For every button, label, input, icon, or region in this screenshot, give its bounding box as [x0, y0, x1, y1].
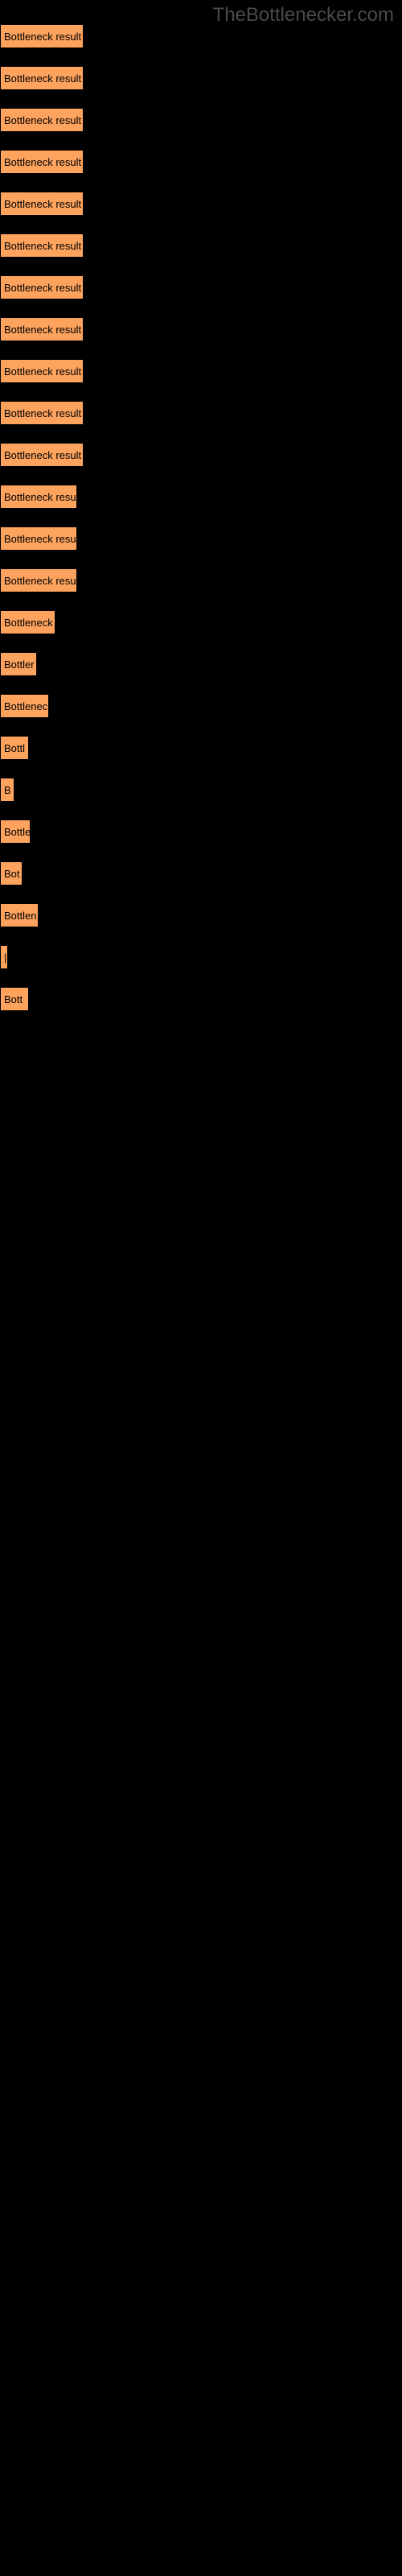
bar-row: Bottleneck result	[0, 401, 402, 425]
bottleneck-bar: Bottleneck result	[0, 443, 84, 467]
bottleneck-bar: Bottler	[0, 652, 37, 676]
bar-row: Bottleneck result	[0, 275, 402, 299]
bar-row: Bottleneck result	[0, 233, 402, 258]
bottleneck-bar: Bottleneck result	[0, 150, 84, 174]
bottleneck-bar: Bottleneck result	[0, 317, 84, 341]
bar-row: Bottlen	[0, 903, 402, 927]
bottleneck-bar: Bottle	[0, 819, 31, 844]
bar-row: Bottleneck result	[0, 317, 402, 341]
bottleneck-bar: Bottleneck result	[0, 275, 84, 299]
bar-row: Bottleneck resu	[0, 526, 402, 551]
bar-row: Bottleneck	[0, 694, 402, 718]
bottleneck-bar: Bottleneck resu	[0, 568, 77, 592]
bar-row: Bottl	[0, 736, 402, 760]
bars-container: Bottleneck result Bottleneck result Bottle…	[0, 0, 402, 1011]
bar-row: Bottleneck	[0, 610, 402, 634]
bar-row: Bottleneck result	[0, 359, 402, 383]
bottleneck-bar: Bottleneck result	[0, 108, 84, 132]
bottleneck-bar: Bottleneck result	[0, 233, 84, 258]
bottleneck-bar: Bottleneck result	[0, 359, 84, 383]
bottleneck-bar: Bott	[0, 987, 29, 1011]
bar-row: |	[0, 945, 402, 969]
bottleneck-bar: Bottleneck result	[0, 192, 84, 216]
bar-row: Bottler	[0, 652, 402, 676]
bottleneck-bar: Bottleneck	[0, 694, 49, 718]
bottleneck-bar: Bottleneck result	[0, 401, 84, 425]
bottleneck-bar: Bot	[0, 861, 23, 886]
bottleneck-bar: B	[0, 778, 14, 802]
bar-row: Bottle	[0, 819, 402, 844]
bottleneck-bar: |	[0, 945, 8, 969]
bottleneck-bar: Bottleneck result	[0, 24, 84, 48]
bottleneck-bar: Bottleneck	[0, 610, 55, 634]
bottleneck-bar: Bottleneck resu	[0, 526, 77, 551]
bottleneck-bar: Bottl	[0, 736, 29, 760]
bar-row: Bottleneck result	[0, 192, 402, 216]
bar-row: Bottleneck resu	[0, 485, 402, 509]
bar-row: Bottleneck result	[0, 443, 402, 467]
watermark-text: TheBottlenecker.com	[213, 4, 394, 27]
bottleneck-bar: Bottlen	[0, 903, 39, 927]
bar-row: Bottleneck result	[0, 66, 402, 90]
bar-row: Bott	[0, 987, 402, 1011]
bar-row: Bot	[0, 861, 402, 886]
bottleneck-bar: Bottleneck resu	[0, 485, 77, 509]
bar-row: Bottleneck result	[0, 108, 402, 132]
bar-row: Bottleneck resu	[0, 568, 402, 592]
bottleneck-bar: Bottleneck result	[0, 66, 84, 90]
bar-row: B	[0, 778, 402, 802]
bar-row: Bottleneck result	[0, 24, 402, 48]
bar-row: Bottleneck result	[0, 150, 402, 174]
